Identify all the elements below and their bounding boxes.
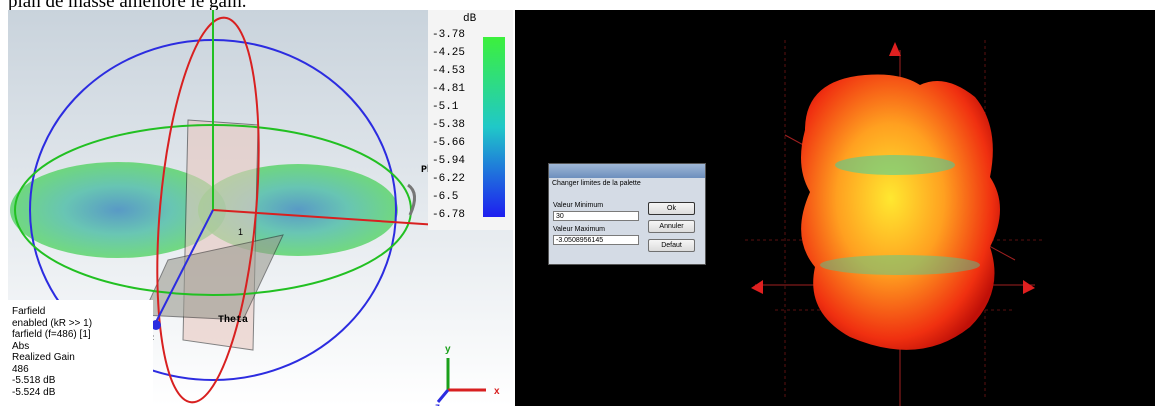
colorbar-label: -4.81: [432, 83, 466, 95]
info-line: farfield (f=486) [1]: [12, 329, 91, 340]
lobe: [10, 162, 226, 258]
info-line: enabled (kR >> 1): [12, 317, 93, 329]
z-axis-head: [151, 320, 161, 330]
info-box: Farfield enabled (kR >> 1) farfield (f=486…: [8, 300, 153, 406]
caption: plan de masse améliore le gain.: [8, 0, 247, 12]
colorbar-label: -6.5: [432, 191, 459, 203]
triad-x-label: x: [494, 386, 500, 397]
colorbar-label: -3.78: [432, 29, 466, 41]
info-line: -5.524 dB: [12, 386, 56, 398]
colorbar-label: -6.78: [432, 209, 466, 221]
z-axis: [155, 209, 214, 323]
info-line: Realized Gain: [12, 352, 75, 363]
ok-button[interactable]: Ok: [648, 202, 695, 215]
dialog-title: Changer limites de la palette: [552, 180, 641, 187]
colorbar-label: -5.94: [432, 155, 466, 167]
port-label: 1: [238, 227, 243, 237]
info-line: Farfield: [12, 306, 46, 317]
radiation-pattern: [801, 74, 1000, 350]
cancel-button[interactable]: Annuler: [648, 220, 695, 233]
ground-plane: [142, 234, 284, 321]
colorbar-label: -4.25: [432, 47, 466, 59]
dialog-titlebar: [549, 164, 705, 178]
default-button[interactable]: Defaut: [648, 239, 695, 252]
info-line: Abs: [12, 340, 30, 352]
elevation-circle: [156, 16, 260, 404]
max-input[interactable]: -3.0508956145: [553, 235, 639, 245]
colorbar-label: -4.53: [432, 65, 466, 77]
colorbar-label: -5.66: [432, 137, 466, 149]
colorbar-label: -6.22: [432, 173, 466, 185]
triad-z: [436, 389, 450, 403]
colorbar: [483, 37, 505, 217]
colorbar-label: -5.1: [432, 101, 459, 113]
palette-dialog: Changer limites de la palette Valeur Min…: [548, 163, 706, 265]
triad-z-label: z: [435, 402, 440, 406]
info-line: 486: [12, 363, 29, 375]
rotation-arrow: [407, 183, 416, 216]
theta-label: Theta: [218, 314, 248, 326]
triad-y-label: y: [445, 344, 451, 355]
colorbar-label: -5.38: [432, 119, 466, 131]
pattern-null: [835, 155, 955, 175]
x-axis: [212, 209, 439, 226]
max-label: Valeur Maximum: [553, 226, 605, 233]
pattern-null: [820, 255, 980, 275]
info-line: -5.518 dB: [12, 375, 56, 386]
pattern-3d-view: [515, 10, 1155, 406]
colorbar-unit: dB: [463, 13, 477, 25]
min-input[interactable]: 30: [553, 211, 639, 221]
min-label: Valeur Minimum: [553, 202, 604, 209]
